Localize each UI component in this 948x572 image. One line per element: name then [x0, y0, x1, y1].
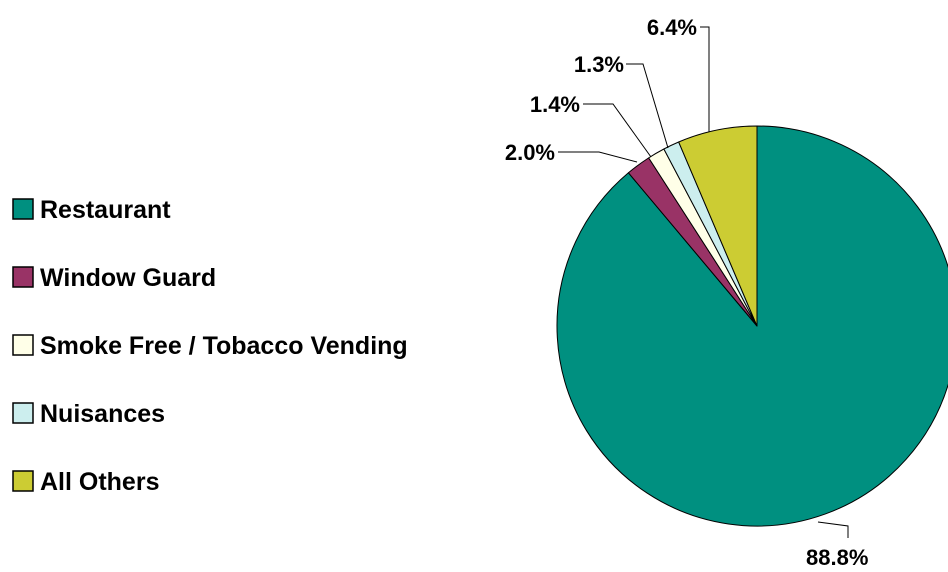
legend-swatch-all-others — [12, 470, 34, 492]
legend-label-all-others: All Others — [40, 468, 159, 496]
pie-slices — [556, 125, 948, 527]
pie-slice-all-others — [678, 125, 758, 327]
data-label-nuisances: 1.3% — [574, 52, 624, 77]
leader-line-smoke-free-tobacco-vending — [583, 103, 652, 158]
data-label-window-guard: 2.0% — [505, 140, 555, 165]
leader-line-restaurant — [817, 521, 849, 538]
legend-swatch-window-guard — [12, 266, 34, 288]
leader-line-window-guard — [558, 151, 638, 163]
data-label-all-others: 6.4% — [647, 15, 697, 40]
leader-line-nuisances — [626, 63, 669, 149]
data-labels: 88.8% 2.0% 1.4% 1.3% 6.4% — [505, 15, 869, 570]
legend-swatch-restaurant — [12, 198, 34, 220]
legend-label-restaurant: Restaurant — [40, 196, 171, 224]
legend-label-window-guard: Window Guard — [40, 264, 216, 292]
leader-line-all-others — [700, 26, 710, 132]
data-label-restaurant: 88.8% — [806, 545, 868, 570]
legend: Restaurant Window Guard Smoke Free / Tobac… — [12, 196, 408, 496]
legend-label-smoke-free-tobacco-vending: Smoke Free / Tobacco Vending — [40, 332, 408, 360]
data-label-smoke-free-tobacco-vending: 1.4% — [530, 92, 580, 117]
legend-swatch-smoke-free-tobacco-vending — [12, 334, 34, 356]
legend-swatch-nuisances — [12, 402, 34, 424]
pie-slice-restaurant — [556, 125, 948, 527]
legend-label-nuisances: Nuisances — [40, 400, 165, 428]
